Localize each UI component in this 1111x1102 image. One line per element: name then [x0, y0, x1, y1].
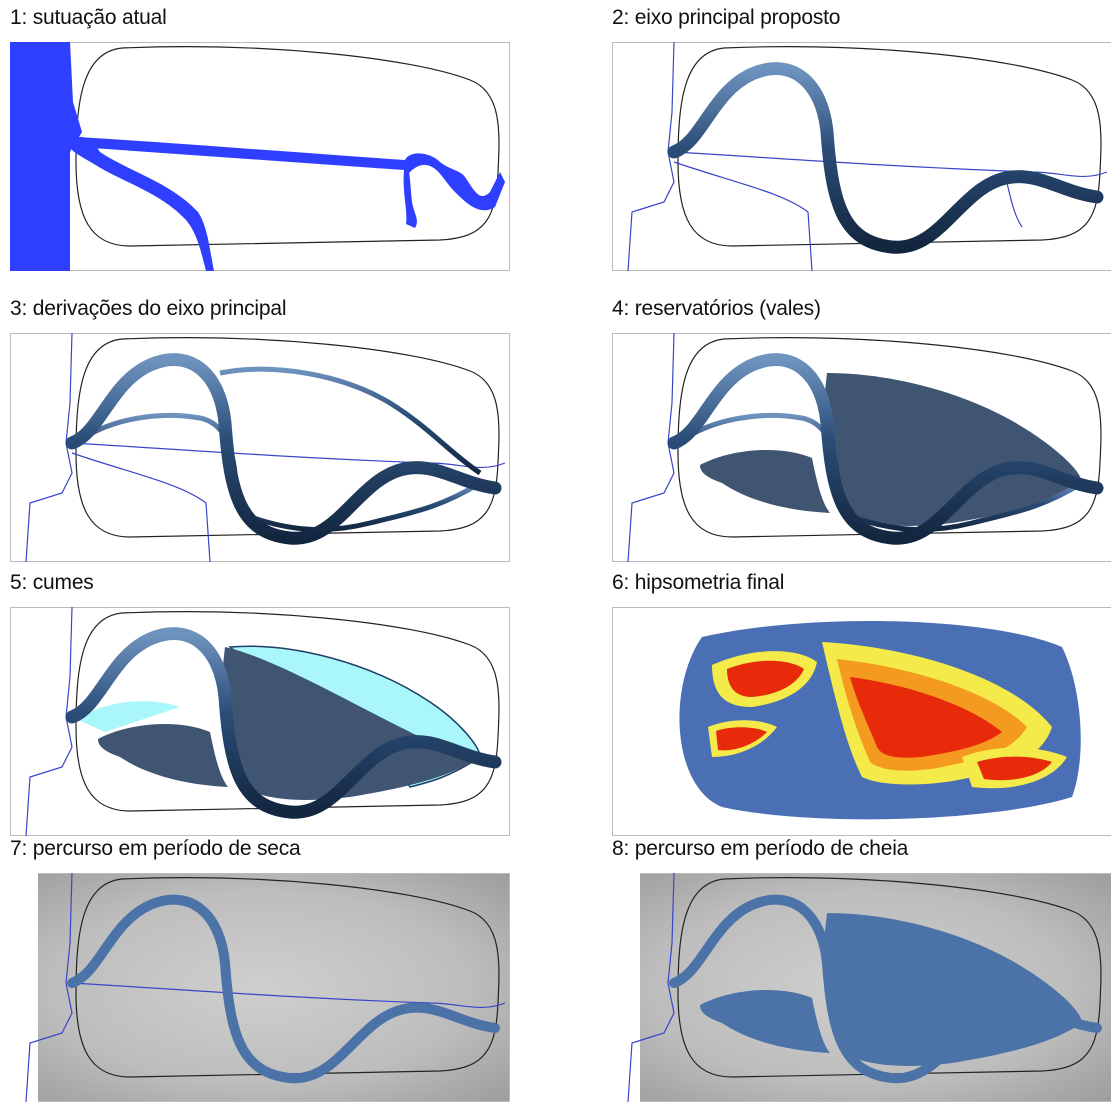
panel-7-title: 7: percurso em período de seca — [10, 837, 301, 860]
panel-5: 5: cumes — [10, 571, 510, 836]
panel-1: 1: sutuação atual — [10, 6, 510, 271]
panel-6: 6: hipsometria final — [612, 571, 1111, 836]
hypsometry-red-small — [716, 727, 767, 751]
river-current-branch — [72, 136, 214, 271]
panel-7: 7: percurso em período de seca — [10, 837, 510, 1102]
river-current-main — [78, 137, 417, 228]
panel-1-diagram — [10, 42, 510, 271]
panel-5-title: 5: cumes — [10, 571, 94, 594]
panel-4: 4: reservatórios (vales) — [612, 297, 1111, 562]
main-axis-tube — [667, 62, 1104, 254]
river-current-loop — [405, 153, 505, 211]
main-axis-tube — [65, 353, 502, 545]
summit-lower — [76, 701, 180, 732]
panel-8-diagram — [612, 873, 1111, 1102]
panel-5-diagram — [10, 607, 510, 836]
derivation-upper — [219, 366, 482, 476]
hypsometry-red-right — [977, 756, 1052, 781]
reservoir-left — [98, 723, 228, 787]
hypsometry-red-large — [850, 677, 1002, 758]
wet-season-reservoir-large — [822, 913, 1082, 1066]
panel-3-diagram — [10, 333, 510, 562]
panel-3-title: 3: derivações do eixo principal — [10, 297, 287, 320]
panel-1-title: 1: sutuação atual — [10, 6, 167, 29]
panel-4-diagram — [612, 333, 1111, 562]
reservoir-large — [822, 373, 1082, 526]
wet-season-reservoir-left — [700, 989, 830, 1053]
panel-6-title: 6: hipsometria final — [612, 571, 785, 594]
panel-2-title: 2: eixo principal proposto — [612, 6, 841, 29]
river-current — [10, 42, 82, 271]
panel-7-diagram — [10, 873, 510, 1102]
panel-3: 3: derivações do eixo principal — [10, 297, 510, 562]
panel-2: 2: eixo principal proposto — [612, 6, 1111, 271]
hypsometry-red-left — [727, 660, 804, 697]
dry-season-path — [67, 894, 500, 1084]
panel-2-diagram — [612, 42, 1111, 271]
panel-6-diagram — [612, 607, 1111, 836]
reservoir-left — [700, 449, 830, 513]
panel-8: 8: percurso em período de cheia — [612, 837, 1111, 1102]
reservoir-large — [220, 647, 480, 800]
panel-4-title: 4: reservatórios (vales) — [612, 297, 821, 320]
thin-river — [627, 42, 675, 271]
panel-8-title: 8: percurso em período de cheia — [612, 837, 909, 860]
derivation-right — [239, 480, 482, 533]
